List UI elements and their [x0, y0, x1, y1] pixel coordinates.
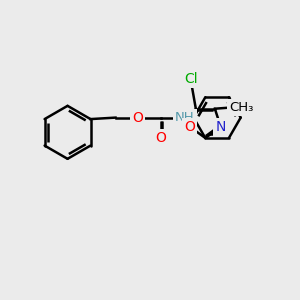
Text: NH: NH [175, 111, 194, 124]
Text: O: O [156, 131, 167, 145]
Text: CH₃: CH₃ [229, 101, 254, 114]
Text: N: N [216, 120, 226, 134]
Text: O: O [132, 111, 143, 124]
Text: Cl: Cl [184, 72, 198, 86]
Text: O: O [184, 120, 195, 134]
